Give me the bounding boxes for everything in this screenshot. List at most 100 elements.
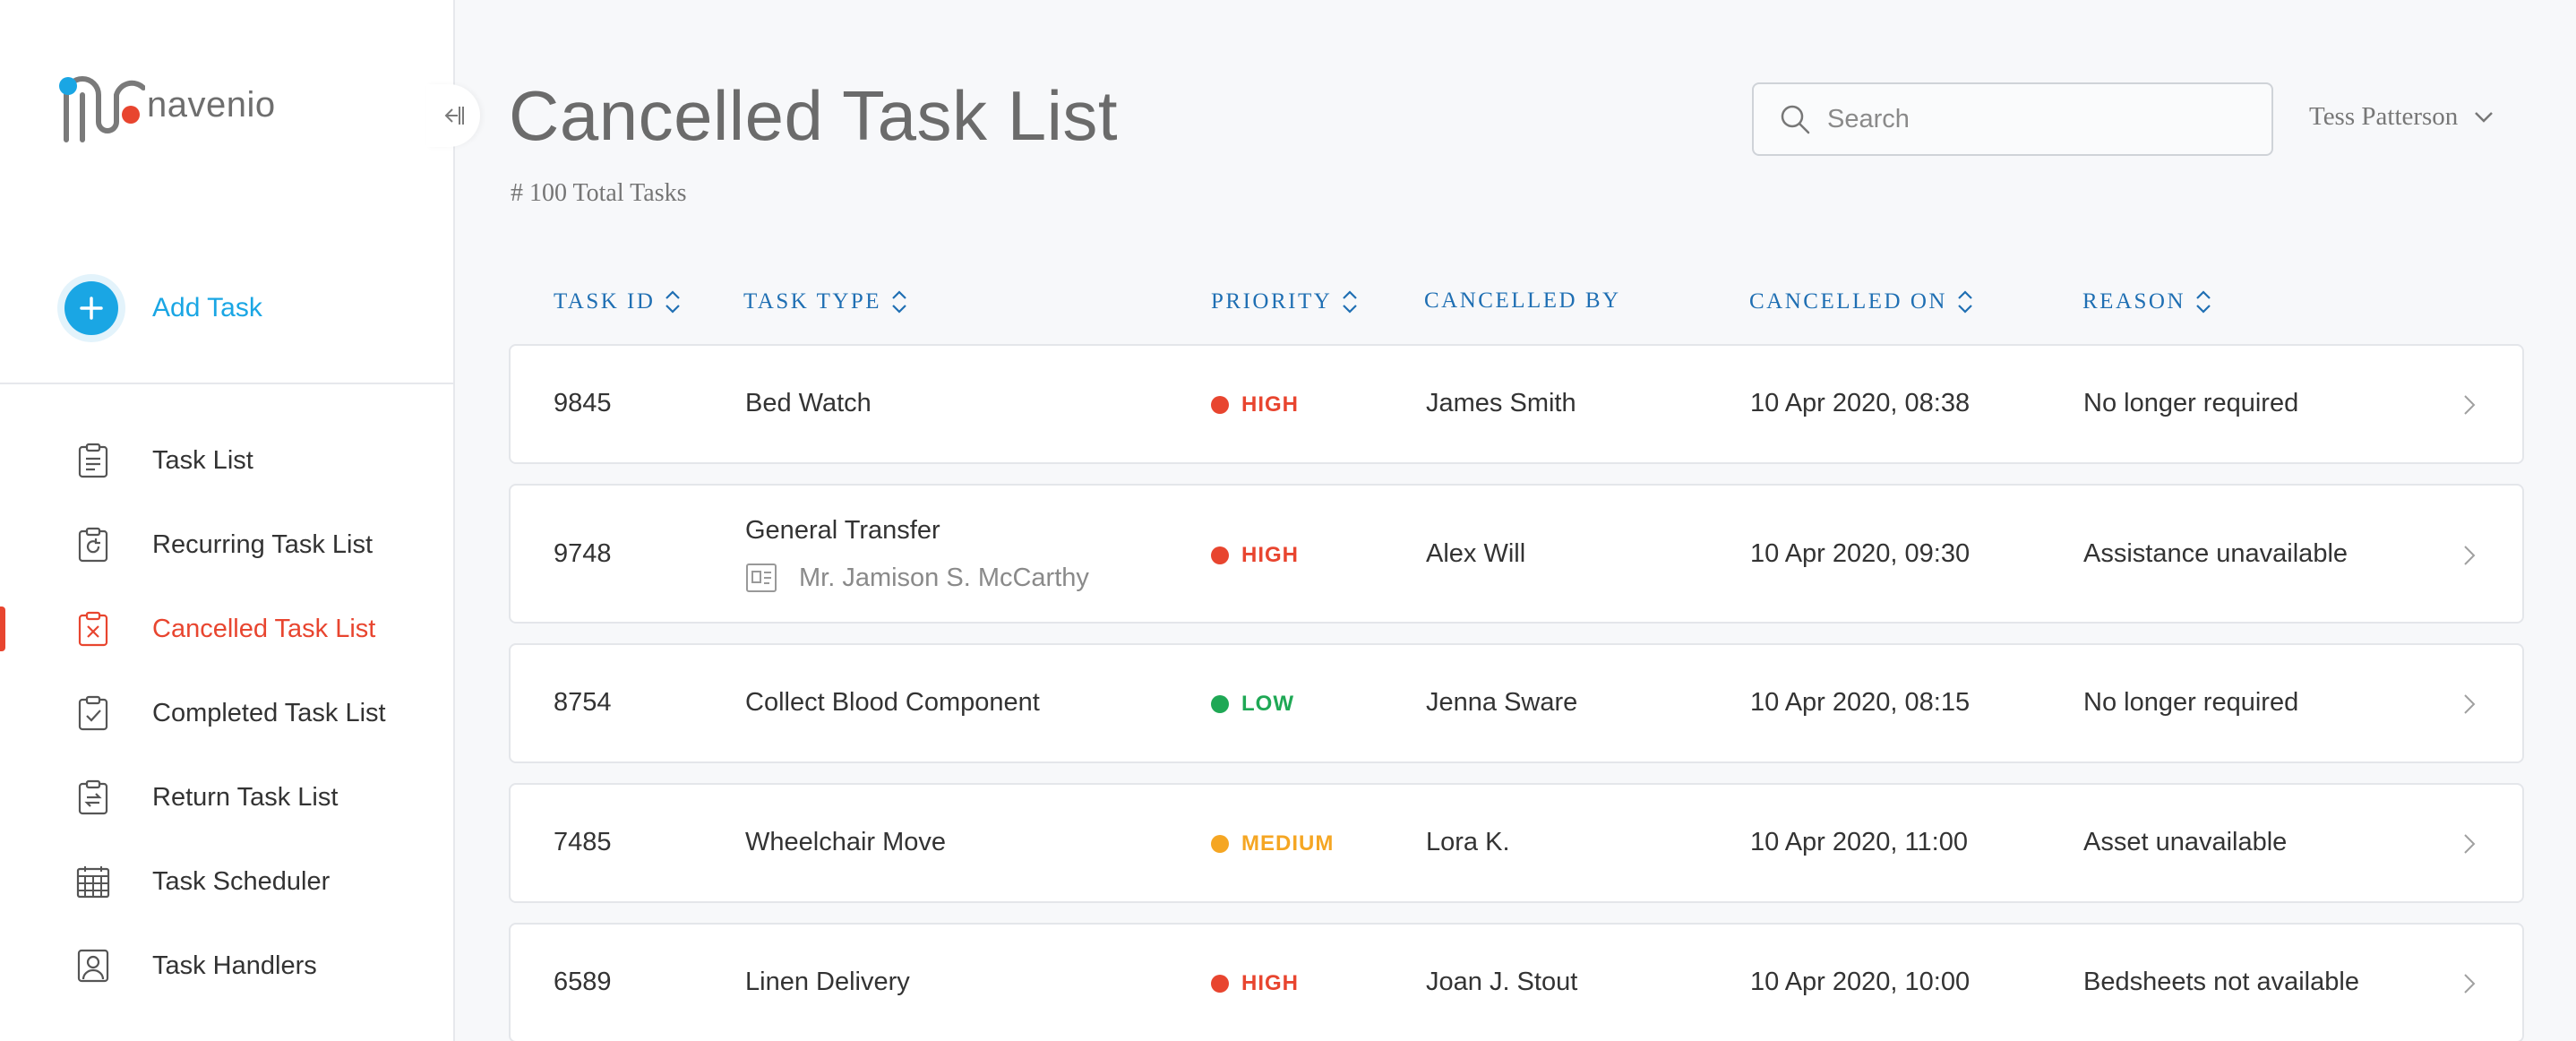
- priority-badge: HIGH: [1211, 392, 1299, 417]
- cancelled-by: Jenna Sware: [1426, 688, 1578, 717]
- clipboard-recurring-icon: [75, 527, 111, 563]
- reason: Asset unavailable: [2083, 828, 2288, 856]
- calendar-icon: [75, 864, 111, 899]
- sidebar-divider: [0, 383, 455, 384]
- sidebar-item-label: Recurring Task List: [152, 529, 374, 559]
- clipboard-cancel-icon: [75, 611, 111, 647]
- sort-icon: [1343, 290, 1358, 314]
- collapse-sidebar-button[interactable]: [426, 84, 480, 147]
- sort-icon: [892, 290, 906, 314]
- priority-label: LOW: [1241, 692, 1294, 716]
- sort-icon: [1958, 290, 1972, 314]
- patient-info: Mr. Jamison S. McCarthy: [745, 563, 1089, 593]
- column-header-cancelled-on[interactable]: CANCELLED ON: [1749, 288, 1974, 315]
- sidebar-item-completed-task-list[interactable]: Completed Task List: [0, 671, 455, 755]
- sidebar-item-label: Return Task List: [152, 782, 339, 812]
- priority-badge: HIGH: [1211, 543, 1299, 568]
- chevron-down-icon: [2475, 111, 2494, 123]
- sidebar-item-task-list[interactable]: Task List: [0, 418, 455, 503]
- task-type: Wheelchair Move: [745, 828, 947, 856]
- cancelled-on: 10 Apr 2020, 11:00: [1750, 828, 1968, 856]
- add-task-button[interactable]: Add Task: [64, 281, 262, 335]
- task-type: Bed Watch: [745, 389, 872, 417]
- sidebar-item-recurring-task-list[interactable]: Recurring Task List: [0, 503, 455, 587]
- sort-icon: [665, 290, 681, 314]
- priority-badge: MEDIUM: [1211, 831, 1334, 856]
- collapse-left-icon: [444, 107, 464, 125]
- column-label: TASK TYPE: [743, 289, 882, 314]
- task-id: 9748: [554, 539, 612, 568]
- cancelled-by: Lora K.: [1426, 828, 1510, 856]
- total-tasks-count: # 100 Total Tasks: [511, 179, 687, 207]
- reason: No longer required: [2083, 688, 2299, 717]
- task-type: Linen Delivery: [745, 968, 910, 996]
- task-id: 7485: [554, 828, 612, 856]
- user-badge-icon: [75, 948, 111, 984]
- task-id: 8754: [554, 688, 612, 717]
- sidebar-item-label: Completed Task List: [152, 698, 386, 727]
- column-label: CANCELLED ON: [1749, 289, 1947, 314]
- reason: Bedsheets not available: [2083, 968, 2359, 996]
- clipboard-return-icon: [75, 779, 111, 815]
- priority-dot: [1211, 695, 1229, 713]
- sidebar-item-label: Task Scheduler: [152, 866, 331, 896]
- column-label: REASON: [2082, 289, 2186, 314]
- logo-text: navenio: [147, 84, 276, 125]
- cancelled-on: 10 Apr 2020, 08:15: [1750, 688, 1971, 717]
- clipboard-list-icon: [75, 443, 111, 478]
- column-label: PRIORITY: [1211, 289, 1333, 314]
- reason: No longer required: [2083, 389, 2299, 417]
- chevron-right-icon: [2464, 546, 2476, 565]
- priority-label: HIGH: [1241, 971, 1299, 995]
- table-row[interactable]: 9845 Bed Watch HIGH James Smith 10 Apr 2…: [509, 344, 2524, 464]
- sidebar-item-task-handlers[interactable]: Task Handlers: [0, 924, 455, 1008]
- task-type: General Transfer: [745, 516, 940, 545]
- task-type: Collect Blood Component: [745, 688, 1040, 717]
- table-row[interactable]: 9748 General Transfer Mr. Jamison S. McC…: [509, 484, 2524, 624]
- chevron-right-icon: [2464, 834, 2476, 854]
- patient-name: Mr. Jamison S. McCarthy: [799, 563, 1089, 592]
- table-row[interactable]: 8754 Collect Blood Component LOW Jenna S…: [509, 643, 2524, 763]
- sidebar-nav: Task List Recurring Task List Cancelled …: [0, 418, 455, 1008]
- column-header-cancelled-by: CANCELLED BY: [1424, 288, 1621, 314]
- cancelled-on: 10 Apr 2020, 08:38: [1750, 389, 1971, 417]
- priority-label: HIGH: [1241, 392, 1299, 417]
- column-header-task-type[interactable]: TASK TYPE: [743, 288, 908, 315]
- sidebar-item-return-task-list[interactable]: Return Task List: [0, 755, 455, 839]
- cancelled-by: Alex Will: [1426, 539, 1526, 568]
- plus-icon: [64, 281, 118, 335]
- reason: Assistance unavailable: [2083, 539, 2348, 568]
- table-header: TASK ID TASK TYPE PRIORITY CANCELLED BY …: [509, 288, 2524, 324]
- sort-icon: [2196, 290, 2211, 314]
- priority-label: MEDIUM: [1241, 831, 1335, 856]
- priority-badge: LOW: [1211, 692, 1294, 717]
- task-id: 6589: [554, 968, 612, 996]
- sidebar: navenio Add Task Task List Recurring Tas…: [0, 0, 480, 1041]
- sidebar-item-cancelled-task-list[interactable]: Cancelled Task List: [0, 587, 455, 671]
- table-row[interactable]: 6589 Linen Delivery HIGH Joan J. Stout 1…: [509, 923, 2524, 1041]
- column-header-task-id[interactable]: TASK ID: [554, 288, 682, 315]
- priority-dot: [1211, 835, 1229, 853]
- column-header-reason[interactable]: REASON: [2082, 288, 2212, 315]
- chevron-right-icon: [2464, 395, 2476, 415]
- user-menu[interactable]: Tess Patterson: [2309, 102, 2494, 132]
- clipboard-check-icon: [75, 695, 111, 731]
- search-icon: [1781, 105, 1810, 134]
- navenio-logo[interactable]: navenio: [56, 59, 276, 143]
- sidebar-item-task-scheduler[interactable]: Task Scheduler: [0, 839, 455, 924]
- priority-dot: [1211, 975, 1229, 993]
- column-label: CANCELLED BY: [1424, 288, 1621, 313]
- cancelled-on: 10 Apr 2020, 10:00: [1750, 968, 1971, 996]
- cancelled-on: 10 Apr 2020, 09:30: [1750, 539, 1971, 568]
- sidebar-item-label: Task List: [152, 445, 253, 475]
- search-input[interactable]: [1827, 104, 2239, 134]
- priority-dot: [1211, 396, 1229, 414]
- search-box[interactable]: [1752, 82, 2273, 156]
- sidebar-item-label: Cancelled Task List: [152, 614, 376, 643]
- priority-dot: [1211, 546, 1229, 564]
- column-header-priority[interactable]: PRIORITY: [1211, 288, 1359, 315]
- priority-label: HIGH: [1241, 543, 1299, 567]
- table-row[interactable]: 7485 Wheelchair Move MEDIUM Lora K. 10 A…: [509, 783, 2524, 903]
- cancelled-by: Joan J. Stout: [1426, 968, 1578, 996]
- chevron-right-icon: [2464, 974, 2476, 994]
